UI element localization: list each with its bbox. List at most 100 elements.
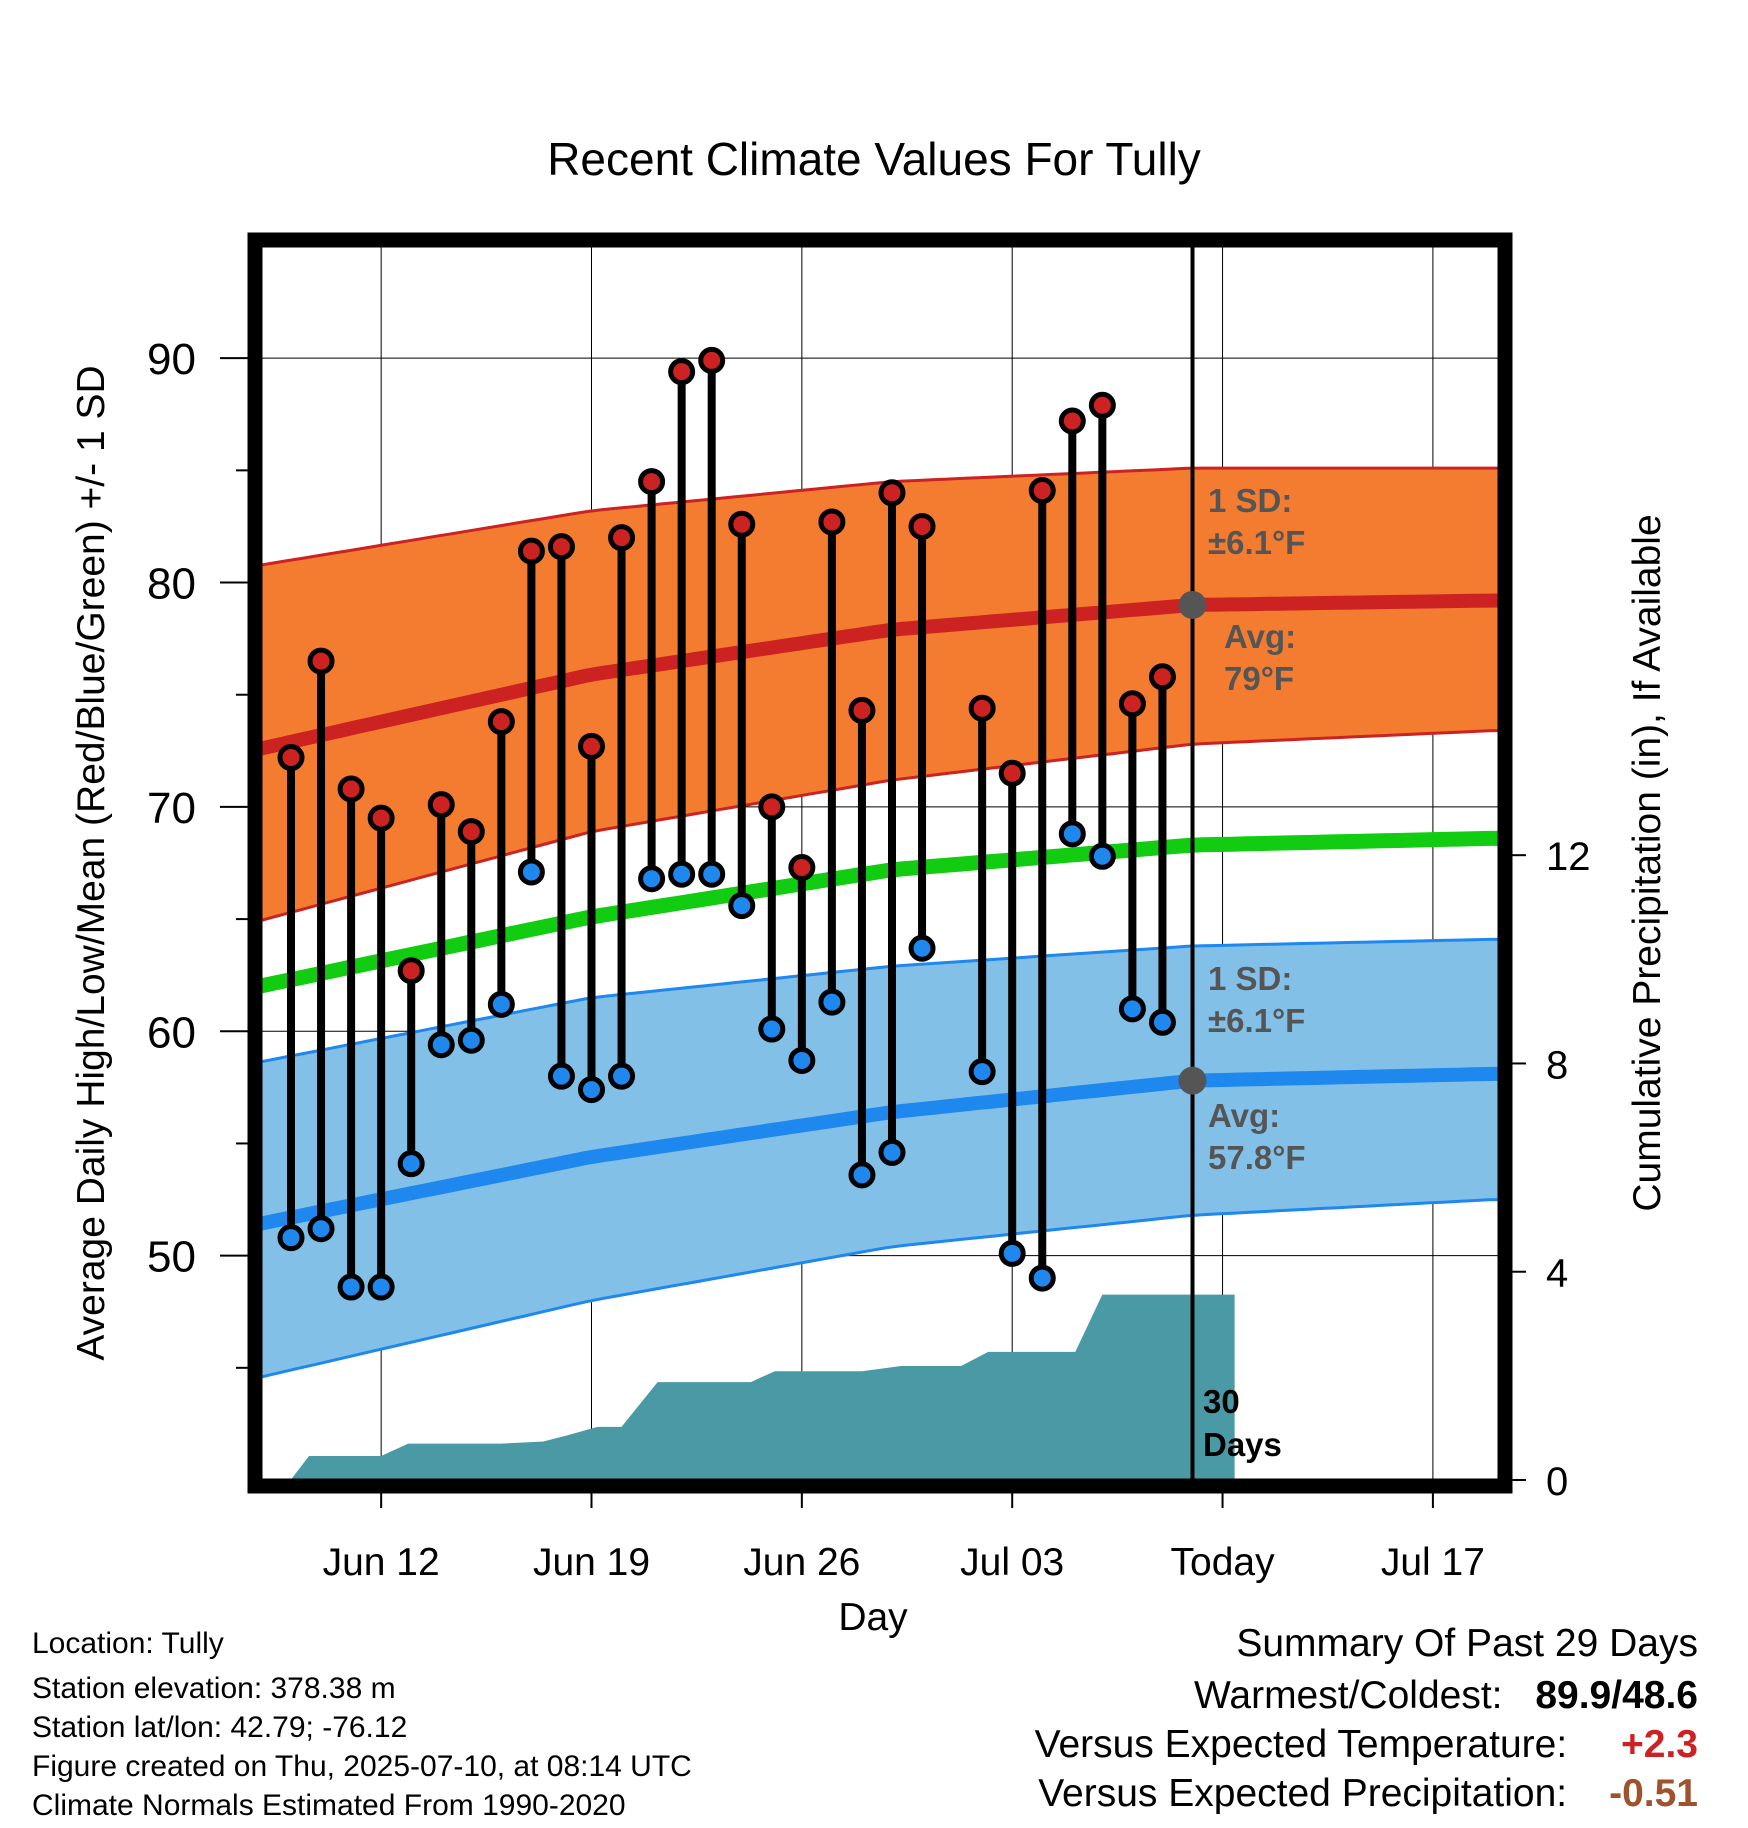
- chart-title: Recent Climate Values For Tully: [547, 133, 1201, 185]
- axes-layer: 50 60 70 80 90 0 4 8 12 Jun 12 Jun 19 Jun 26 Jul 03 T…: [70, 232, 1669, 1639]
- high-temp-point: [968, 694, 996, 722]
- high-temp-point: [758, 793, 786, 821]
- info-created: Figure created on Thu, 2025-07-10, at 08…: [32, 1750, 692, 1783]
- y-axis-label: Average Daily High/Low/Mean (Red/Blue/Gr…: [70, 365, 113, 1360]
- high-temp-point: [788, 853, 816, 881]
- high-average-label: Avg: 79°F: [1224, 618, 1296, 697]
- y2-tick-label: 8: [1546, 1043, 1568, 1087]
- summary-temp-label: Versus Expected Temperature:: [1034, 1723, 1568, 1766]
- low-temp-point: [848, 1161, 876, 1189]
- high-temp-point: [517, 537, 545, 565]
- y2-tick-label: 4: [1546, 1252, 1568, 1296]
- summary-temp-value: +2.3: [1621, 1723, 1698, 1766]
- low-temp-point: [457, 1026, 485, 1054]
- summary-precip-label: Versus Expected Precipitation:: [1038, 1772, 1568, 1815]
- low-temp-point: [578, 1076, 605, 1104]
- summary-precip-row: Versus Expected Precipitation: -0.51: [1038, 1772, 1698, 1816]
- low-temp-point: [397, 1150, 425, 1178]
- high-temp-point: [1118, 690, 1146, 718]
- high-sd-lower-line: [262, 729, 1498, 922]
- high-temp-point: [728, 510, 756, 538]
- high-temp-point: [668, 358, 696, 386]
- high-temp-point: [277, 744, 305, 772]
- high-temp-point: [878, 479, 906, 507]
- high-temp-point: [638, 468, 666, 496]
- summary-warmest-row: Warmest/Coldest: 89.9/48.6: [1194, 1674, 1698, 1718]
- y-tick-label: 70: [147, 784, 196, 833]
- low-temp-point: [668, 860, 696, 888]
- high-temp-point: [1058, 407, 1086, 435]
- summary-precip-value: -0.51: [1609, 1772, 1698, 1815]
- summary-title: Summary Of Past 29 Days: [1236, 1622, 1698, 1665]
- high-temp-point: [337, 775, 365, 803]
- low-temp-point: [758, 1015, 786, 1043]
- low-sd-lower-line: [262, 1198, 1498, 1379]
- x-axis-label: Day: [838, 1596, 908, 1639]
- precipitation-area-layer: [291, 1294, 1235, 1480]
- y-tick-label: 80: [147, 560, 196, 609]
- high-temp-point: [457, 818, 485, 846]
- low-average-line: [262, 1066, 1498, 1231]
- high-temp-point: [307, 647, 335, 675]
- y2-axis-label: Cumulative Precipitation (in), If Availa…: [1626, 514, 1669, 1211]
- low-temp-point: [307, 1215, 335, 1243]
- x-tick-label: Jul 17: [1381, 1541, 1485, 1584]
- low-temp-point: [427, 1031, 455, 1059]
- x-tick-label: Jun 12: [323, 1541, 440, 1584]
- high-temp-point: [397, 957, 425, 985]
- x-tick-label: Jun 19: [533, 1541, 650, 1584]
- low-temp-point: [968, 1058, 996, 1086]
- low-temp-point: [1028, 1264, 1056, 1292]
- low-temp-point: [277, 1224, 305, 1252]
- window-days-label: 30 Days: [1203, 1383, 1282, 1463]
- today-high-average-dot: [1178, 590, 1207, 619]
- low-temp-point: [638, 865, 666, 893]
- low-temp-point: [818, 988, 846, 1016]
- high-temp-point: [1088, 391, 1116, 419]
- low-temp-point: [337, 1273, 365, 1301]
- y-tick-label: 50: [147, 1233, 196, 1282]
- low-temp-point: [998, 1239, 1026, 1267]
- annotation-layer: 1 SD: ±6.1°F Avg: 79°F 1 SD: ±6.1°F Avg: 57.8°F…: [1203, 482, 1306, 1463]
- y2-tick-label: 0: [1546, 1460, 1568, 1504]
- x-tick-label: Jul 03: [960, 1541, 1064, 1584]
- daily-range-layer: [277, 246, 1207, 1480]
- high-temp-point: [487, 708, 515, 736]
- low-temp-point: [728, 892, 756, 920]
- low-temp-point: [487, 990, 515, 1018]
- today-low-average-dot: [1178, 1066, 1207, 1095]
- x-tick-label: Jun 26: [743, 1541, 860, 1584]
- low-temp-point: [547, 1062, 575, 1090]
- high-temp-point: [698, 346, 726, 374]
- x-tick-label: Today: [1171, 1541, 1276, 1584]
- high-temp-point: [818, 508, 846, 536]
- low-temp-point: [608, 1062, 636, 1090]
- low-temp-point: [788, 1046, 816, 1074]
- high-temp-point: [608, 524, 636, 552]
- high-average-line: [262, 593, 1498, 756]
- high-temp-point: [1028, 477, 1056, 505]
- summary-warmest-value: 89.9/48.6: [1535, 1674, 1698, 1717]
- high-temp-point: [367, 804, 395, 832]
- low-temp-point: [908, 934, 936, 962]
- info-elevation: Station elevation: 378.38 m: [32, 1672, 396, 1705]
- low-temp-point: [1148, 1008, 1176, 1036]
- info-normals: Climate Normals Estimated From 1990-2020: [32, 1789, 626, 1822]
- high-sd-band: [262, 468, 1498, 921]
- info-latlon: Station lat/lon: 42.79; -76.12: [32, 1711, 408, 1744]
- low-temp-point: [1088, 842, 1116, 870]
- summary-temp-row: Versus Expected Temperature: +2.3: [1035, 1723, 1698, 1767]
- low-average-label: Avg: 57.8°F: [1208, 1097, 1306, 1176]
- mean-average-line: [262, 830, 1498, 994]
- info-location: Location: Tully: [32, 1627, 224, 1660]
- low-temp-point: [1118, 995, 1146, 1023]
- high-temp-point: [547, 533, 575, 561]
- low-temp-point: [698, 860, 726, 888]
- low-temp-point: [1058, 820, 1086, 848]
- low-temp-point: [517, 858, 545, 886]
- high-temp-point: [848, 696, 876, 724]
- low-temp-point: [367, 1273, 395, 1301]
- plot-frame: [247, 232, 1513, 1494]
- low-sd-label: 1 SD: ±6.1°F: [1208, 960, 1305, 1039]
- high-temp-point: [998, 759, 1026, 787]
